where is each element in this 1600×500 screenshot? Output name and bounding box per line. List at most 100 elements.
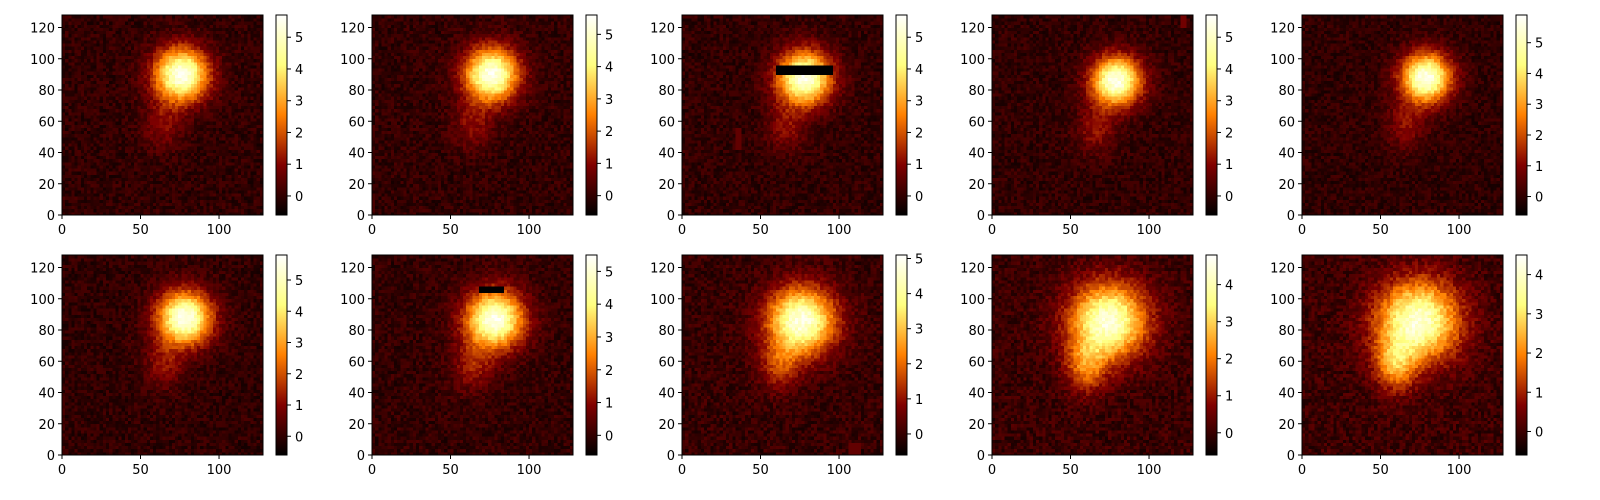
- heatmap-cell: [74, 93, 79, 97]
- heatmap-cell: [140, 171, 145, 175]
- heatmap-cell: [99, 190, 104, 194]
- heatmap-cell: [447, 186, 451, 191]
- heatmap-cell: [71, 43, 75, 47]
- heatmap-cell: [244, 158, 248, 163]
- heatmap-cell: [178, 121, 182, 125]
- heatmap-cell: [71, 118, 75, 122]
- heatmap-cell: [162, 24, 167, 28]
- heatmap-cell: [215, 143, 220, 147]
- heatmap-cell: [203, 33, 207, 38]
- heatmap-cell: [193, 174, 198, 178]
- heatmap-cell: [99, 199, 104, 203]
- heatmap-cell: [441, 199, 445, 203]
- heatmap-cell: [131, 40, 135, 44]
- heatmap-cell: [137, 77, 141, 82]
- heatmap-cell: [447, 208, 451, 213]
- heatmap-cell: [121, 111, 126, 116]
- heatmap-cell: [62, 171, 66, 175]
- heatmap-cell: [259, 108, 264, 113]
- heatmap-cell: [190, 49, 195, 53]
- heatmap-cell: [121, 74, 126, 78]
- heatmap-cell: [156, 40, 160, 44]
- heatmap-cell: [244, 74, 248, 78]
- heatmap-cell: [112, 130, 116, 135]
- heatmap-cell: [212, 55, 217, 60]
- heatmap-cell: [538, 180, 542, 185]
- heatmap-cell: [80, 99, 85, 103]
- heatmap-cell: [90, 65, 94, 69]
- heatmap-cell: [215, 71, 220, 75]
- heatmap-cell: [538, 202, 542, 207]
- heatmap-cell: [212, 183, 217, 188]
- heatmap-cell: [140, 40, 145, 44]
- heatmap-cell: [112, 24, 116, 28]
- heatmap-cell: [80, 118, 85, 122]
- heatmap-cell: [74, 133, 79, 138]
- heatmap-cell: [219, 186, 223, 191]
- heatmap-cell: [115, 146, 119, 150]
- heatmap-cell: [140, 124, 145, 128]
- heatmap-cell: [481, 196, 486, 200]
- heatmap-cell: [168, 199, 173, 203]
- heatmap-cell: [535, 186, 539, 191]
- heatmap-cell: [181, 193, 185, 197]
- heatmap-cell: [124, 36, 129, 41]
- heatmap-cell: [197, 24, 201, 28]
- heatmap-cell: [222, 211, 226, 216]
- heatmap-cell: [200, 165, 204, 169]
- heatmap-cell: [428, 180, 433, 185]
- heatmap-cell: [65, 21, 69, 25]
- heatmap-cell: [118, 152, 123, 157]
- heatmap-cell: [140, 15, 145, 19]
- heatmap-cell: [219, 86, 223, 91]
- heatmap-cell: [134, 177, 138, 182]
- heatmap-cell: [250, 102, 254, 107]
- heatmap-cell: [197, 177, 201, 182]
- heatmap-cell: [522, 190, 527, 194]
- heatmap-cell: [535, 196, 539, 200]
- heatmap-cell: [168, 149, 173, 153]
- heatmap-cell: [156, 18, 160, 22]
- heatmap-cell: [378, 186, 382, 191]
- heatmap-cell: [93, 146, 97, 150]
- heatmap-cell: [96, 165, 101, 169]
- heatmap-cell: [90, 40, 94, 44]
- heatmap-cell: [74, 180, 79, 185]
- heatmap-cell: [219, 43, 223, 47]
- heatmap-cell: [203, 186, 207, 191]
- heatmap-cell: [109, 165, 113, 169]
- heatmap-cell: [143, 68, 148, 72]
- heatmap-cell: [181, 33, 185, 38]
- heatmap-cell: [134, 190, 138, 194]
- heatmap-cell: [87, 52, 91, 57]
- heatmap-cell: [203, 211, 207, 216]
- heatmap-cell: [237, 186, 242, 191]
- heatmap-cell: [93, 18, 97, 22]
- heatmap-cell: [535, 205, 539, 210]
- heatmap-cell: [175, 152, 179, 157]
- heatmap-cell: [171, 108, 176, 113]
- heatmap-cell: [231, 83, 236, 88]
- heatmap-cell: [228, 83, 232, 88]
- heatmap-cell: [256, 140, 261, 144]
- heatmap-cell: [209, 149, 214, 153]
- heatmap-cell: [372, 211, 376, 216]
- heatmap-cell: [83, 199, 88, 203]
- heatmap-cell: [149, 83, 154, 88]
- heatmap-cell: [153, 21, 157, 25]
- heatmap-cell: [105, 121, 110, 125]
- heatmap-cell: [519, 177, 524, 182]
- heatmap-cell: [71, 30, 75, 35]
- heatmap-cell: [206, 52, 211, 57]
- heatmap-cell: [463, 199, 467, 203]
- heatmap-cell: [244, 83, 248, 88]
- heatmap-cell: [241, 55, 245, 60]
- heatmap-cell: [105, 115, 110, 119]
- heatmap-cell: [165, 77, 170, 82]
- heatmap-cell: [137, 15, 141, 19]
- heatmap-cell: [259, 21, 264, 25]
- heatmap-cell: [93, 174, 97, 178]
- heatmap-cell: [159, 108, 163, 113]
- heatmap-cell: [200, 74, 204, 78]
- heatmap-cell: [156, 146, 160, 150]
